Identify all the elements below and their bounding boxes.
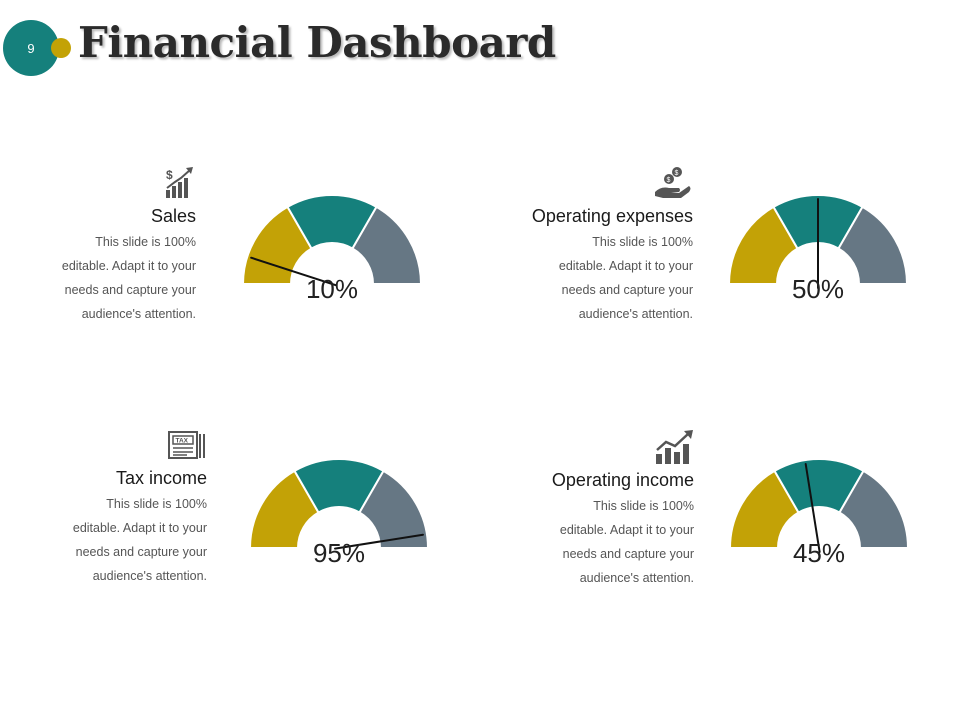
slide-number-badge: 9 [3, 20, 59, 76]
gauge-operating-income: 45% [728, 458, 910, 568]
desc-line: needs and capture your [562, 547, 694, 561]
gauge-needle [250, 256, 337, 287]
growth-bars-icon [656, 430, 693, 464]
desc-line: This slide is 100% [593, 499, 694, 513]
desc-line: needs and capture your [64, 283, 196, 297]
desc-line: needs and capture your [561, 283, 693, 297]
desc-line: This slide is 100% [95, 235, 196, 249]
gauge-band-high [358, 469, 430, 549]
gauge-value-label: 45% [793, 538, 845, 568]
desc-line: audience's attention. [579, 571, 694, 585]
kpi-operating-expenses-text: $ $ Operating expenses This slide is 100… [532, 166, 693, 326]
kpi-description: This slide is 100% editable. Adapt it to… [73, 492, 207, 588]
dollar-growth-chart-icon: $ [166, 167, 193, 198]
accent-dot [51, 38, 71, 58]
svg-text:TAX: TAX [176, 438, 189, 445]
gauge-sales: 10% [241, 194, 423, 304]
desc-line: This slide is 100% [592, 235, 693, 249]
desc-line: editable. Adapt it to your [72, 521, 207, 535]
kpi-description: This slide is 100% editable. Adapt it to… [552, 494, 694, 590]
page-title: Financial Dashboard [78, 18, 556, 67]
tax-document-icon: TAX [168, 431, 205, 459]
gauge-needle [804, 463, 821, 553]
svg-text:$: $ [675, 170, 679, 177]
desc-line: editable. Adapt it to your [559, 523, 694, 537]
gauge-needle [334, 533, 424, 550]
gauge-value-label: 50% [792, 274, 844, 304]
desc-line: needs and capture your [75, 545, 207, 559]
gauge-value-label: 95% [313, 538, 365, 568]
gauge-band-high [351, 205, 423, 285]
desc-line: editable. Adapt it to your [558, 259, 693, 273]
kpi-tax-income-text: TAX Tax income This slide is 100% editab… [73, 430, 207, 588]
kpi-description: This slide is 100% editable. Adapt it to… [532, 230, 693, 326]
desc-line: audience's attention. [578, 307, 693, 321]
gauge-band-high [838, 469, 910, 549]
desc-line: This slide is 100% [106, 497, 207, 511]
svg-text:$: $ [667, 177, 671, 184]
gauge-value-label: 10% [306, 274, 358, 304]
kpi-operating-income-text: Operating income This slide is 100% edit… [552, 430, 694, 590]
kpi-sales-text: $ Sales This slide is 100% editable. Ada… [62, 166, 196, 326]
desc-line: audience's attention. [81, 307, 196, 321]
gauge-operating-expenses: 50% [727, 194, 909, 304]
kpi-title: Sales [150, 206, 196, 226]
kpi-description: This slide is 100% editable. Adapt it to… [62, 230, 196, 326]
svg-text:$: $ [166, 168, 173, 182]
desc-line: audience's attention. [92, 569, 207, 583]
kpi-title: Operating income [551, 470, 694, 490]
kpi-title: Operating expenses [531, 206, 693, 226]
money-hand-icon: $ $ [655, 167, 691, 198]
gauge-tax-income: 95% [248, 458, 430, 568]
desc-line: editable. Adapt it to your [61, 259, 196, 273]
slide-number: 9 [27, 40, 35, 56]
kpi-title: Tax income [115, 468, 207, 488]
gauge-band-high [837, 205, 909, 285]
